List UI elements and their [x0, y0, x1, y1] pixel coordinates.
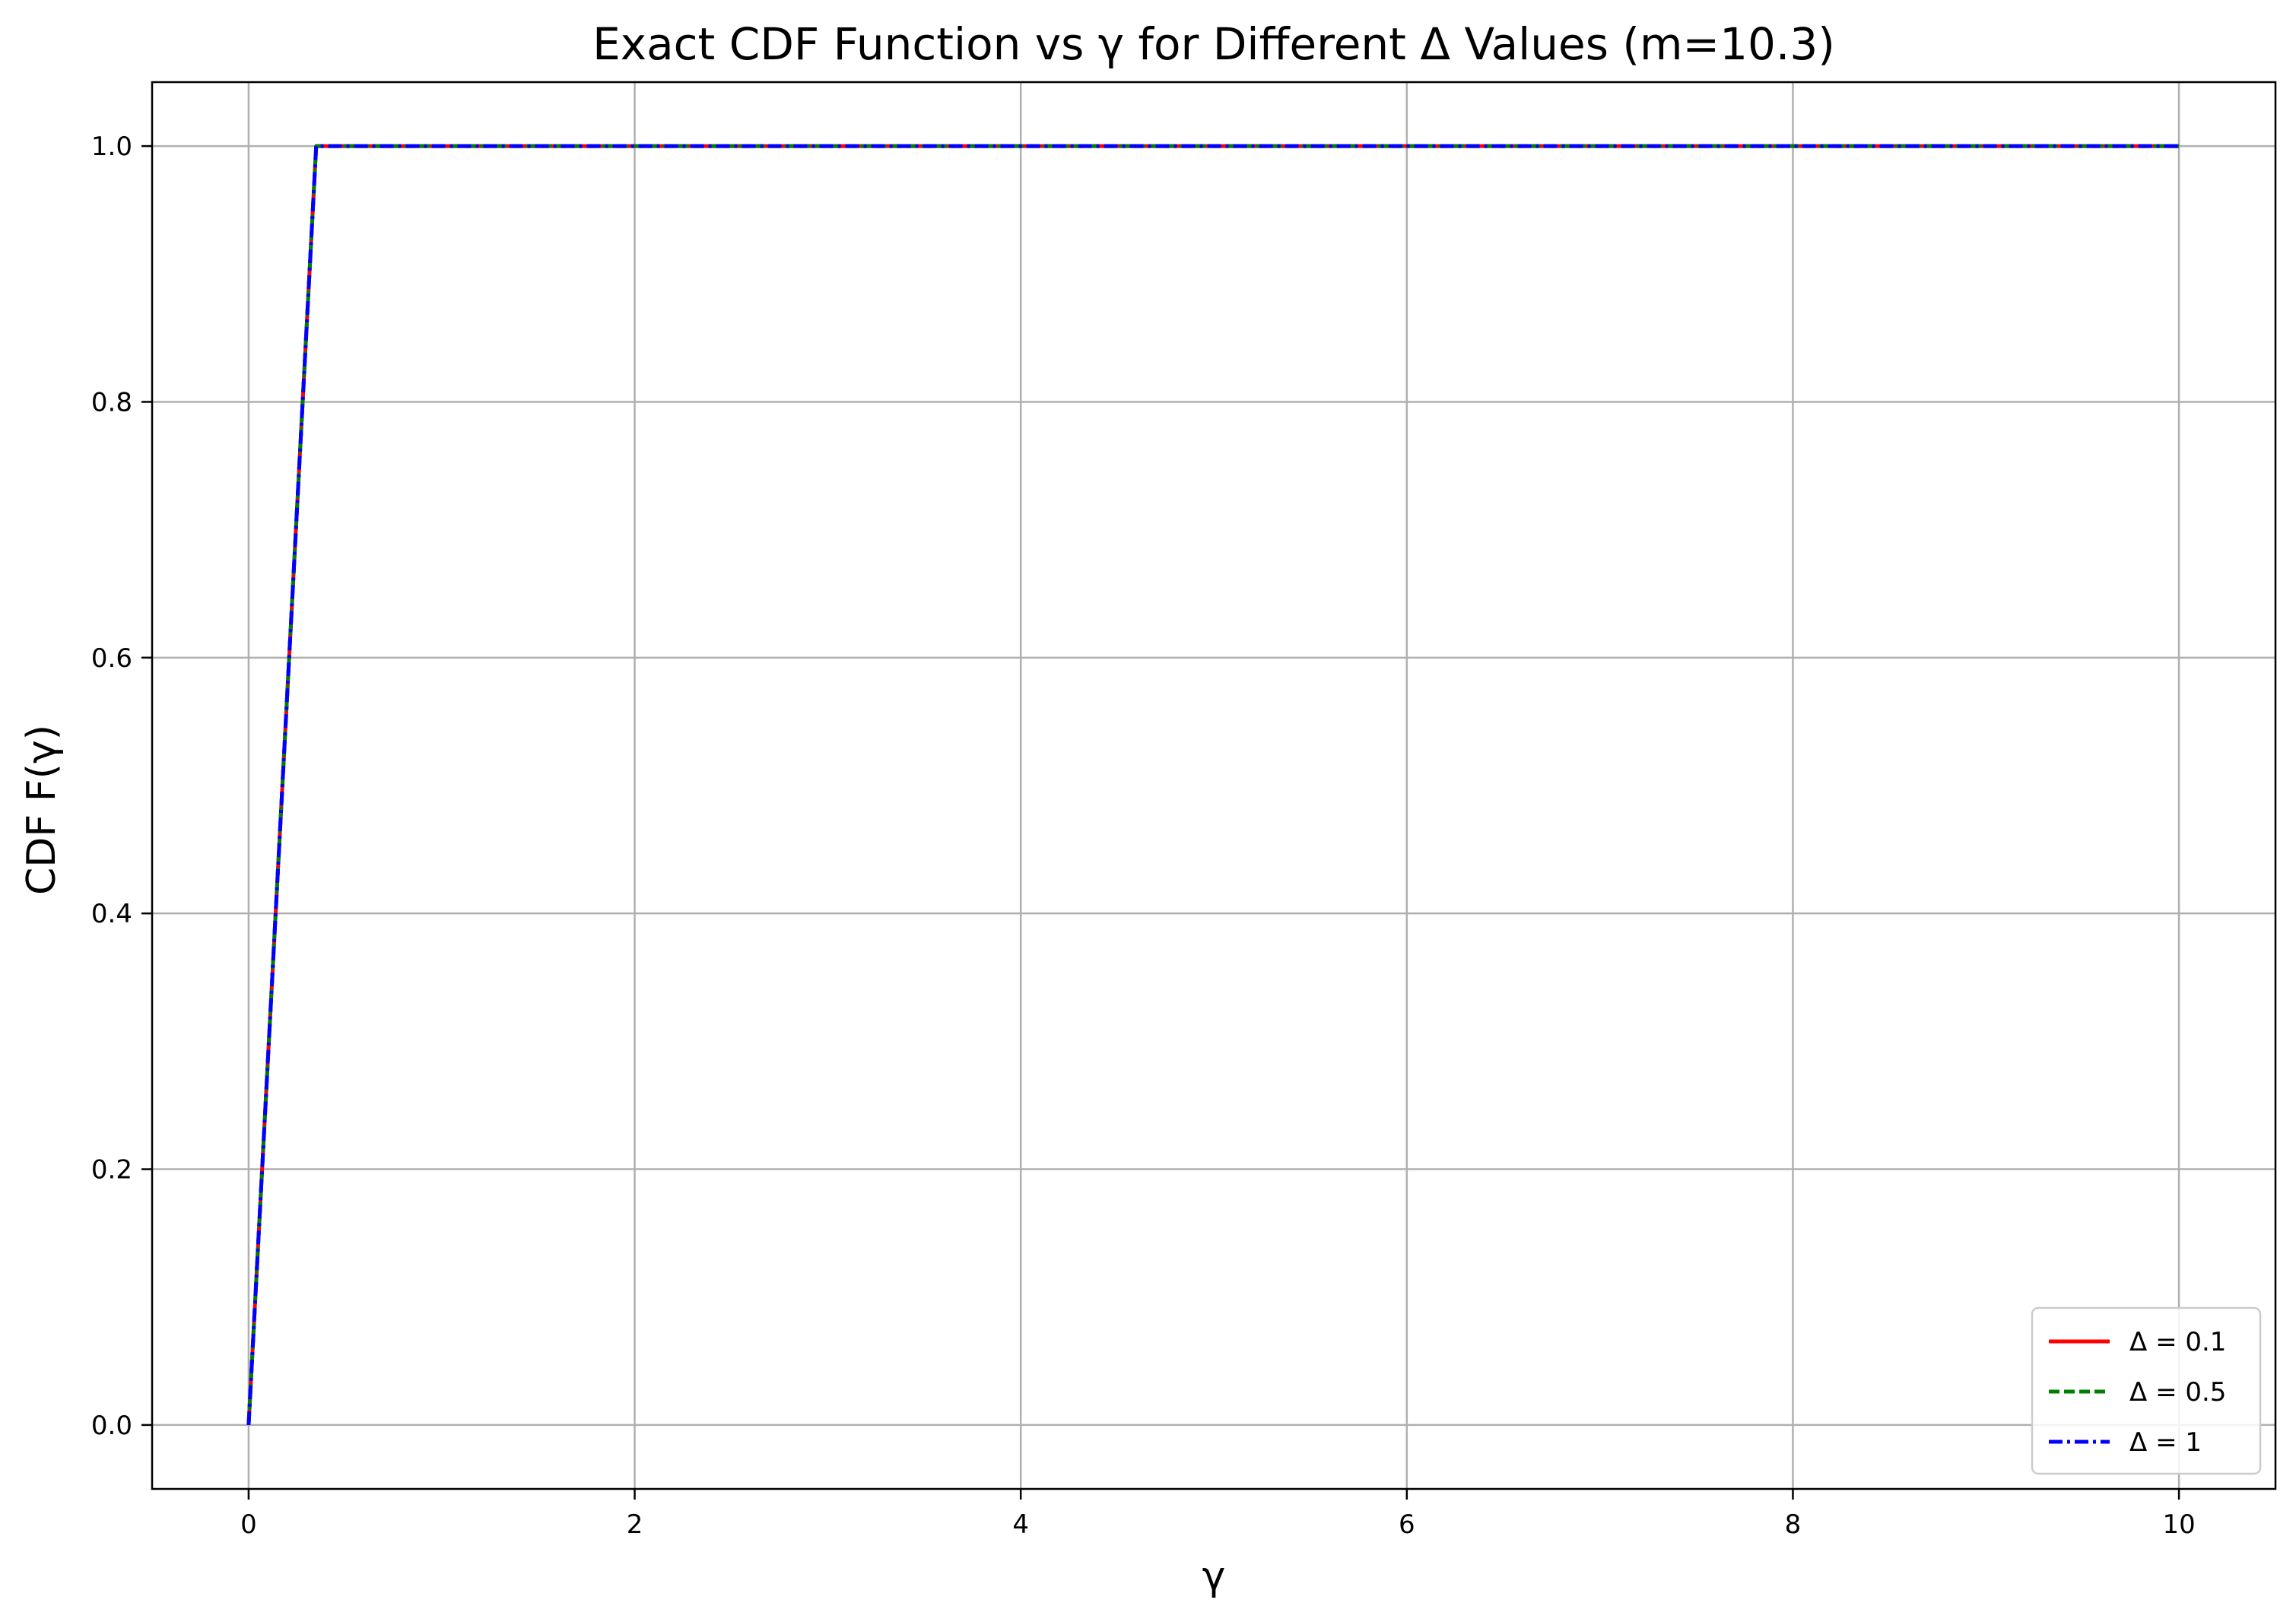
legend-label: Δ = 1	[2129, 1427, 2202, 1458]
legend-label: Δ = 0.5	[2129, 1377, 2226, 1408]
legend: Δ = 0.1 Δ = 0.5 Δ = 1	[2031, 1306, 2262, 1475]
x-tick-label: 8	[1785, 1509, 1802, 1540]
legend-label: Δ = 0.1	[2129, 1327, 2226, 1357]
y-tick-label: 1.0	[91, 132, 132, 162]
x-tick-label: 10	[2162, 1509, 2195, 1540]
x-tick-label: 6	[1399, 1509, 1415, 1540]
series-line-3	[246, 144, 2180, 1426]
y-tick-label: 0.4	[91, 899, 132, 929]
legend-box	[2031, 1306, 2262, 1475]
y-tick-label: 0.8	[91, 387, 132, 417]
axis-ticks: 0 2 4 6 8 10 0.0 0.2 0.4 0.6 0.8 1.0	[91, 132, 2196, 1540]
chart-title: Exact CDF Function vs γ for Different Δ …	[592, 18, 1835, 70]
y-tick-label: 0.0	[91, 1411, 132, 1441]
plot-area-frame	[151, 81, 2277, 1490]
y-tick-label: 0.6	[91, 643, 132, 674]
x-axis-label: γ	[1202, 1554, 1226, 1599]
x-tick-label: 2	[627, 1509, 643, 1540]
x-tick-label: 4	[1012, 1509, 1029, 1540]
y-tick-label: 0.2	[91, 1155, 132, 1186]
y-axis-label: CDF F(γ)	[19, 725, 65, 895]
x-tick-label: 0	[240, 1509, 257, 1540]
plot-series	[246, 144, 2180, 1426]
